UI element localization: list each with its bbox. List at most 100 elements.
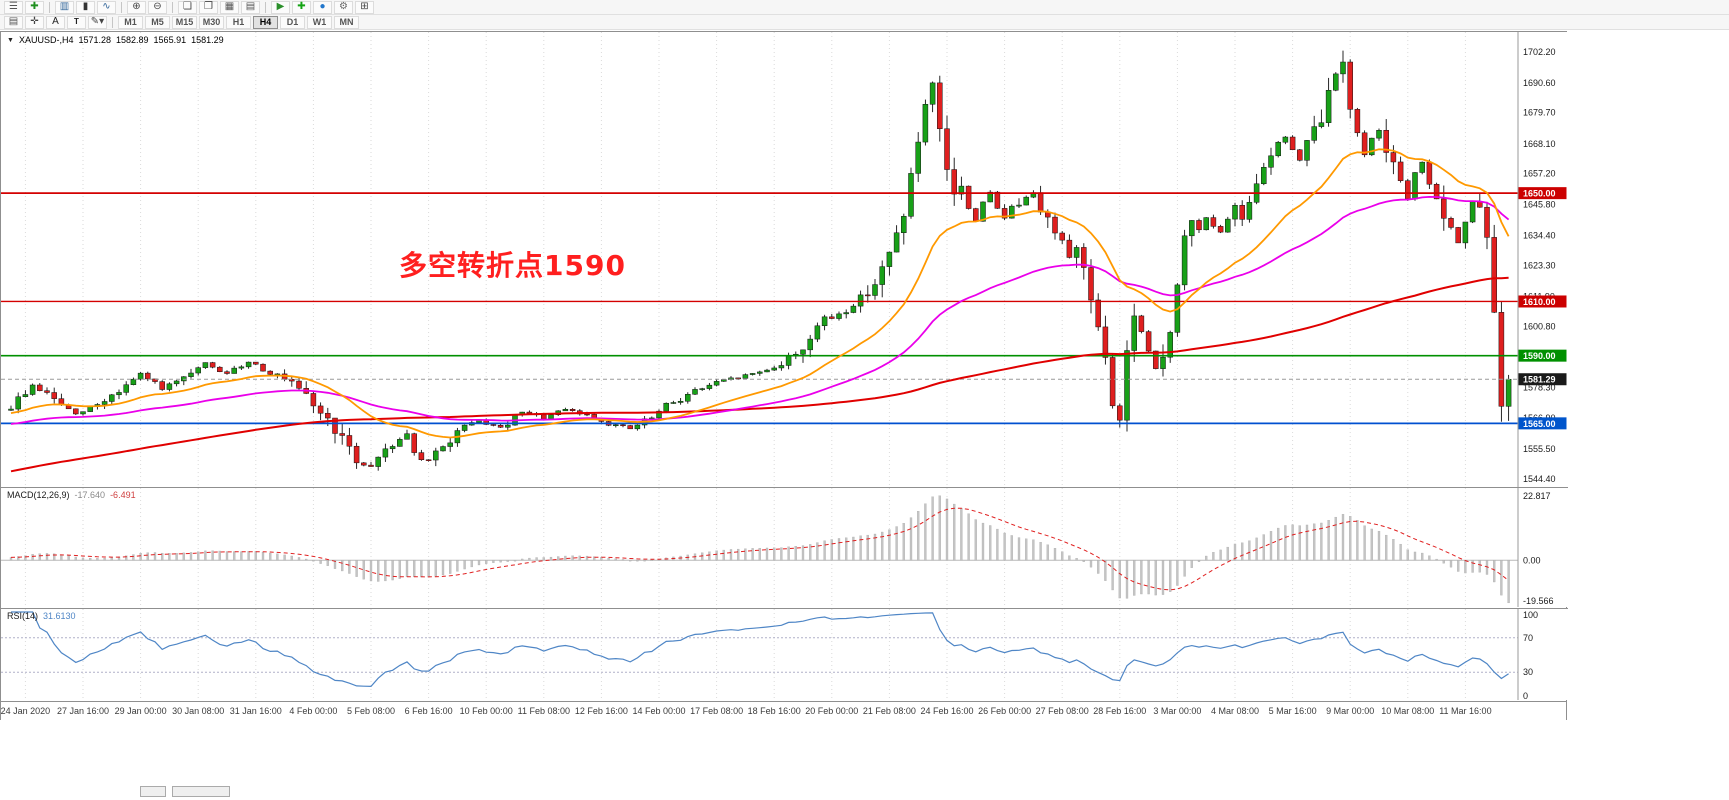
chart-symbol-timeframe: XAUUSD-,H4 [18, 35, 74, 45]
text-label-icon[interactable]: A [46, 15, 65, 29]
time-label: 21 Feb 08:00 [862, 706, 916, 716]
svg-text:30: 30 [1523, 667, 1533, 677]
svg-text:1645.80: 1645.80 [1523, 200, 1556, 210]
macd-value-signal: -6.491 [110, 490, 136, 500]
ohlc-close: 1581.29 [191, 35, 224, 45]
timeframe-mn[interactable]: MN [334, 15, 359, 29]
rsi-axis[interactable]: 100 70 30 0 [1517, 609, 1568, 700]
svg-text:-19.566: -19.566 [1523, 596, 1554, 606]
time-label: 29 Jan 00:00 [114, 706, 167, 716]
settings-icon[interactable]: ⚙ [334, 0, 353, 14]
vertical-gridlines [24, 488, 1466, 607]
timeframe-w1[interactable]: W1 [307, 15, 332, 29]
rsi-line [11, 611, 1509, 688]
tile-windows-icon[interactable]: ❏ [178, 0, 197, 14]
svg-text:1544.40: 1544.40 [1523, 474, 1556, 484]
svg-text:1650.00: 1650.00 [1523, 189, 1556, 199]
timeframe-m5[interactable]: M5 [145, 15, 170, 29]
price-badge-1581.29: 1581.29 [1518, 373, 1567, 386]
time-axis[interactable]: 24 Jan 2020 27 Jan 16:00 29 Jan 00:00 30 Ja… [1, 701, 1566, 720]
window-tab[interactable] [172, 786, 230, 797]
main-chart[interactable]: 1702.20 1690.60 1679.70 1668.10 1657.20 1645.… [1, 32, 1568, 487]
timeframe-m30[interactable]: M30 [199, 15, 224, 29]
time-label: 24 Jan 2020 [0, 706, 51, 716]
new-order-icon[interactable]: ✚ [25, 0, 44, 14]
ma-mid-line [10, 195, 1510, 425]
rsi-name: RSI(14) [7, 611, 39, 621]
svg-text:1690.60: 1690.60 [1523, 78, 1556, 88]
draw-tools-icon[interactable]: ✎▾ [88, 15, 107, 29]
time-label: 24 Feb 16:00 [920, 706, 974, 716]
svg-text:1623.30: 1623.30 [1523, 260, 1556, 270]
menu-icon[interactable]: ☰ [4, 0, 23, 14]
cascade-windows-icon[interactable]: ❐ [199, 0, 218, 14]
crosshair-icon[interactable]: ✛ [25, 15, 44, 29]
time-label: 30 Jan 08:00 [172, 706, 225, 716]
price-badge-1565.00: 1565.00 [1518, 417, 1567, 430]
chart-window: 1702.20 1690.60 1679.70 1668.10 1657.20 1645.… [0, 31, 1568, 720]
chart-shift-icon[interactable]: ▤ [4, 15, 23, 29]
svg-text:100: 100 [1523, 610, 1538, 620]
ma-slow-line [10, 276, 1509, 473]
add-indicator-icon[interactable]: ✚ [292, 0, 311, 14]
time-label: 9 Mar 00:00 [1326, 706, 1375, 716]
svg-text:0.00: 0.00 [1523, 555, 1541, 565]
line-chart-icon[interactable]: ∿ [97, 0, 116, 14]
svg-text:1578.30: 1578.30 [1523, 382, 1556, 392]
time-label: 26 Feb 00:00 [978, 706, 1032, 716]
svg-text:1565.00: 1565.00 [1523, 419, 1556, 429]
price-badge-1590.00: 1590.00 [1518, 349, 1567, 362]
time-label: 14 Feb 00:00 [632, 706, 686, 716]
svg-text:1634.40: 1634.40 [1523, 230, 1556, 240]
macd-pane[interactable]: 22.817 0.00 -19.566 [1, 487, 1568, 607]
time-label: 11 Mar 16:00 [1439, 706, 1492, 716]
svg-text:70: 70 [1523, 633, 1533, 643]
timeframe-h4[interactable]: H4 [253, 15, 278, 29]
time-label: 11 Feb 08:00 [517, 706, 570, 716]
timeframe-d1[interactable]: D1 [280, 15, 305, 29]
info-icon[interactable]: ● [313, 0, 332, 14]
macd-axis[interactable]: 22.817 0.00 -19.566 [1517, 488, 1568, 607]
toolbar-separator [265, 1, 266, 13]
time-label: 5 Mar 16:00 [1268, 706, 1317, 716]
svg-text:1702.20: 1702.20 [1523, 47, 1556, 57]
zoom-out-icon[interactable]: ⊖ [148, 0, 167, 14]
time-label: 17 Feb 08:00 [690, 706, 744, 716]
toolbar-standard: ☰ ✚ ▥ ▮ ∿ ⊕ ⊖ ❏ ❐ ▦ ▤ ▶ ✚ ● ⚙ ⊞ [0, 0, 1729, 15]
timeframe-m1[interactable]: M1 [118, 15, 143, 29]
bar-chart-icon[interactable]: ▥ [55, 0, 74, 14]
price-badge-1650.00: 1650.00 [1518, 187, 1567, 200]
candlestick-chart-icon[interactable]: ▮ [76, 0, 95, 14]
timeframe-h1[interactable]: H1 [226, 15, 251, 29]
svg-text:1610.00: 1610.00 [1523, 297, 1556, 307]
chart-annotation-text[interactable]: 多空转折点1590 [399, 249, 626, 282]
timeframe-m15[interactable]: M15 [172, 15, 197, 29]
time-label: 31 Jan 16:00 [229, 706, 282, 716]
rsi-value: 31.6130 [43, 611, 76, 621]
auto-trading-icon[interactable]: ▶ [271, 0, 290, 14]
ohlc-high: 1582.89 [116, 35, 149, 45]
time-label: 10 Feb 00:00 [459, 706, 513, 716]
rsi-pane[interactable]: 100 70 30 0 [1, 608, 1568, 700]
window-tab[interactable] [140, 786, 166, 797]
time-label: 6 Feb 16:00 [404, 706, 453, 716]
svg-text:1657.20: 1657.20 [1523, 169, 1556, 179]
svg-text:22.817: 22.817 [1523, 491, 1551, 501]
svg-text:1581.29: 1581.29 [1523, 375, 1556, 385]
rsi-label: RSI(14) 31.6130 [7, 611, 76, 621]
symbol-dropdown-icon[interactable]: ▼ [7, 36, 14, 44]
time-label: 18 Feb 16:00 [747, 706, 801, 716]
bottom-tab-strip [140, 786, 230, 797]
text-box-icon[interactable]: T [67, 15, 86, 29]
time-label: 4 Mar 08:00 [1210, 706, 1260, 716]
grid-icon[interactable]: ⊞ [355, 0, 374, 14]
macd-value-main: -17.640 [74, 490, 106, 500]
new-chart-icon[interactable]: ▦ [220, 0, 239, 14]
profiles-icon[interactable]: ▤ [241, 0, 260, 14]
ohlc-open: 1571.28 [78, 35, 111, 45]
zoom-in-icon[interactable]: ⊕ [127, 0, 146, 14]
svg-text:1668.10: 1668.10 [1523, 139, 1556, 149]
price-axis[interactable]: 1702.20 1690.60 1679.70 1668.10 1657.20 1645.… [1517, 32, 1568, 487]
candles-layer [8, 50, 1512, 471]
time-label: 5 Feb 08:00 [346, 706, 396, 716]
